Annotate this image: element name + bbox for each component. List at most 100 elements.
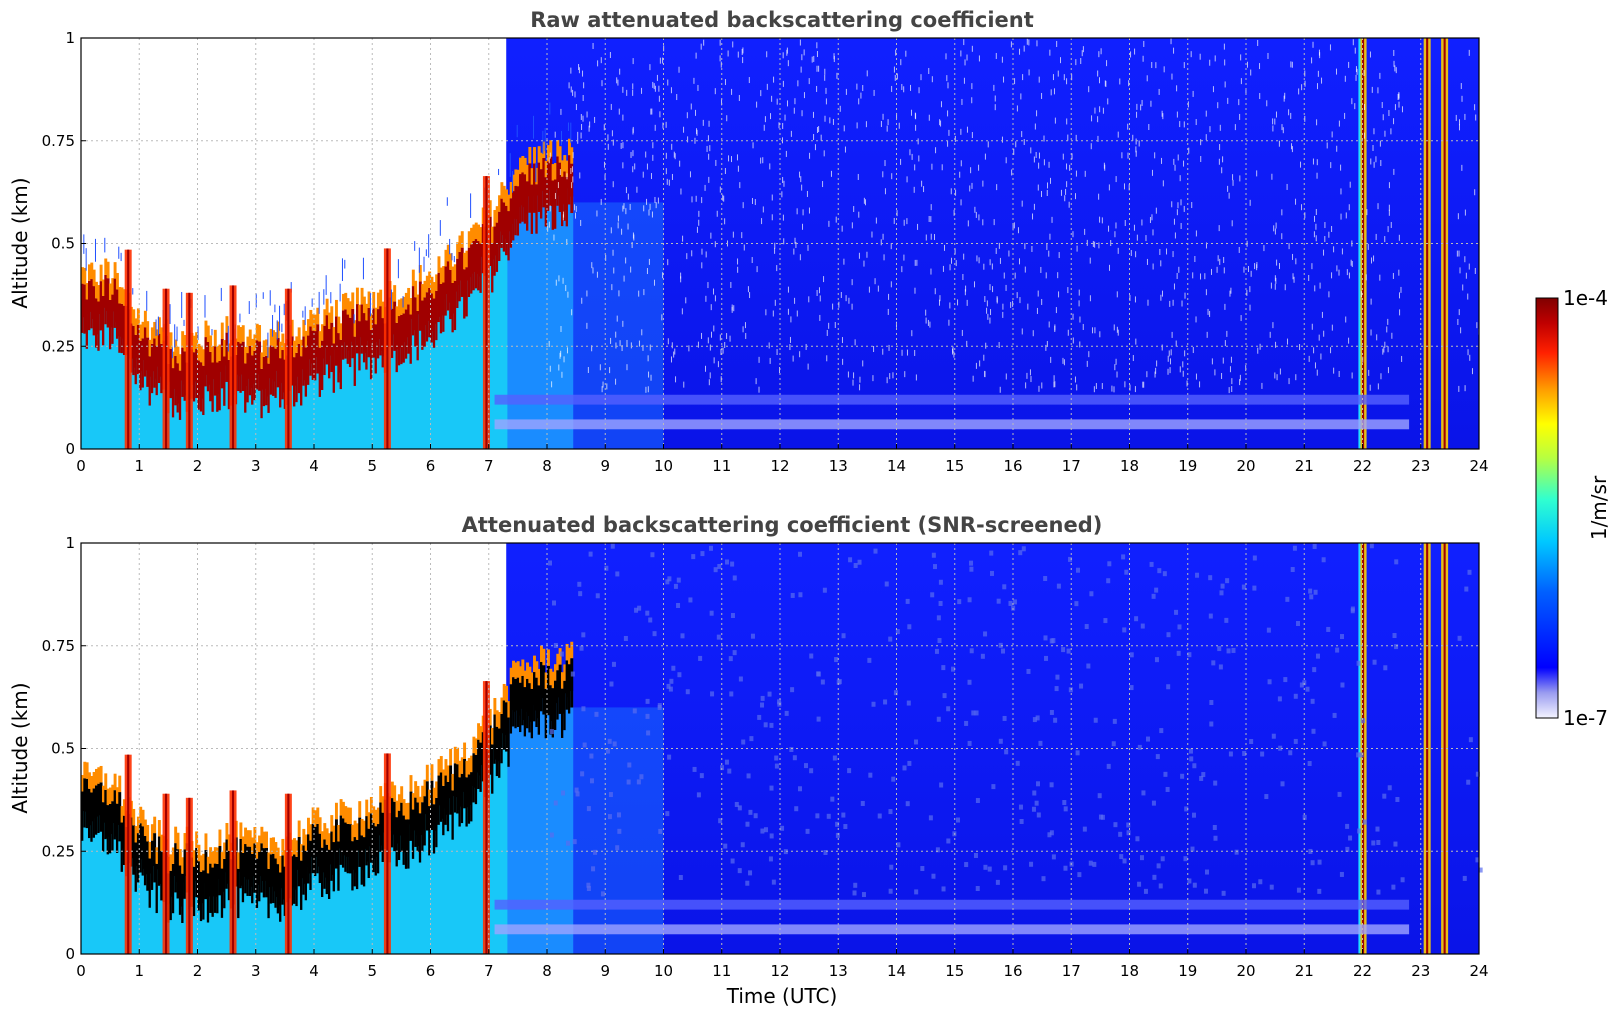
aerosol-core-strip xyxy=(85,778,89,829)
aerosol-fringe-strip xyxy=(341,293,345,311)
aerosol-core-strip xyxy=(290,856,294,906)
x-tick-label: 21 xyxy=(1295,457,1314,475)
aerosol-core-strip xyxy=(227,359,231,410)
noise-speck xyxy=(944,244,946,251)
noise-speck xyxy=(1207,308,1209,315)
aerosol-fringe-strip xyxy=(472,224,476,241)
noise-speck xyxy=(896,842,901,848)
y-tick-label: 0.5 xyxy=(51,235,75,253)
aerosol-core-strip xyxy=(320,340,324,390)
aerosol-strip xyxy=(397,348,401,449)
noise-speck xyxy=(853,206,855,213)
aerosol-fringe-strip xyxy=(153,321,157,339)
noise-speck xyxy=(995,52,997,59)
noise-speck xyxy=(688,345,690,352)
aerosol-core-strip xyxy=(463,269,467,319)
aerosol-strip xyxy=(171,896,175,954)
aerosol-strip xyxy=(537,718,541,954)
aerosol-fringe-strip xyxy=(451,266,455,283)
aerosol-strip xyxy=(223,389,227,449)
noise-speck xyxy=(963,253,965,260)
noise-speck xyxy=(1021,546,1026,552)
noise-speck xyxy=(785,150,787,157)
noise-speck xyxy=(980,653,985,659)
noise-speck xyxy=(554,192,556,199)
aerosol-core-strip xyxy=(530,184,534,234)
noise-speck xyxy=(1041,876,1046,882)
noise-speck xyxy=(939,782,944,788)
noise-speck xyxy=(979,360,981,367)
aerosol-fringe-strip xyxy=(85,762,89,779)
aerosol-strip xyxy=(397,843,401,954)
noise-speck xyxy=(698,210,700,217)
plume-core xyxy=(231,790,235,954)
x-tick-label: 15 xyxy=(945,457,964,475)
noise-speck xyxy=(741,232,743,239)
noise-speck xyxy=(1049,233,1051,240)
noise-speck xyxy=(1225,578,1230,584)
noise-speck xyxy=(1043,635,1048,641)
aerosol-core-strip xyxy=(423,796,427,846)
noise-speck xyxy=(1209,721,1214,727)
noise-speck xyxy=(1292,545,1297,551)
noise-speck xyxy=(709,610,714,616)
noise-speck xyxy=(993,84,995,91)
noise-speck xyxy=(779,367,781,374)
aerosol-strip xyxy=(297,376,301,449)
grid-screened xyxy=(81,543,1479,954)
noise-speck xyxy=(978,257,980,264)
noise-speck xyxy=(709,545,714,551)
noise-speck xyxy=(819,295,821,302)
noise-speck xyxy=(690,103,692,110)
noise-speck xyxy=(947,140,949,147)
aerosol-core-strip xyxy=(85,299,89,349)
noise-speck xyxy=(748,809,753,815)
noise-speck xyxy=(617,79,619,86)
aerosol-core-strip xyxy=(521,172,525,222)
noise-speck xyxy=(1121,152,1123,159)
noise-speck xyxy=(760,157,762,164)
noise-speck xyxy=(1194,256,1196,263)
aerosol-strip xyxy=(337,365,341,449)
noise-speck xyxy=(1008,600,1013,606)
noise-speck xyxy=(700,43,702,50)
noise-speck xyxy=(1209,310,1211,317)
noise-speck xyxy=(749,292,751,299)
noise-speck xyxy=(719,55,721,62)
aerosol-fringe-strip xyxy=(220,852,224,869)
aerosol-fringe-strip xyxy=(500,182,504,199)
aerosol-fringe-strip xyxy=(279,341,282,359)
x-tick-label: 17 xyxy=(1062,457,1081,475)
aerosol-core-strip xyxy=(530,688,534,739)
noise-speck xyxy=(769,833,774,839)
aerosol-core-strip xyxy=(302,336,306,386)
noise-speck xyxy=(693,77,695,84)
noise-speck xyxy=(928,114,930,121)
noise-speck xyxy=(572,89,574,96)
noise-speck xyxy=(622,162,624,169)
noise-speck xyxy=(848,557,853,563)
noise-speck xyxy=(701,332,703,339)
noise-speck xyxy=(623,275,625,282)
noise-speck xyxy=(649,203,651,210)
noise-speck xyxy=(765,309,767,316)
aerosol-core-strip xyxy=(213,346,217,396)
aerosol-strip xyxy=(99,815,103,954)
noise-speck xyxy=(658,95,660,102)
aerosol-core-strip xyxy=(192,352,196,402)
noise-speck xyxy=(1180,223,1182,230)
noise-speck xyxy=(1158,88,1160,95)
noise-speck xyxy=(557,182,559,189)
noise-speck xyxy=(1041,190,1043,197)
aerosol-fringe-strip xyxy=(81,775,84,792)
noise-speck xyxy=(616,812,621,818)
aerosol-core-strip xyxy=(570,658,574,708)
noise-speck xyxy=(1068,201,1070,208)
noise-speck xyxy=(1183,205,1185,212)
noise-speck xyxy=(1273,225,1275,232)
aerosol-fringe-strip xyxy=(430,276,434,294)
aerosol-fringe-strip xyxy=(262,340,266,357)
aerosol-core-strip xyxy=(526,678,529,729)
aerosol-fringe-strip xyxy=(330,306,334,323)
noise-speck xyxy=(1308,588,1313,594)
